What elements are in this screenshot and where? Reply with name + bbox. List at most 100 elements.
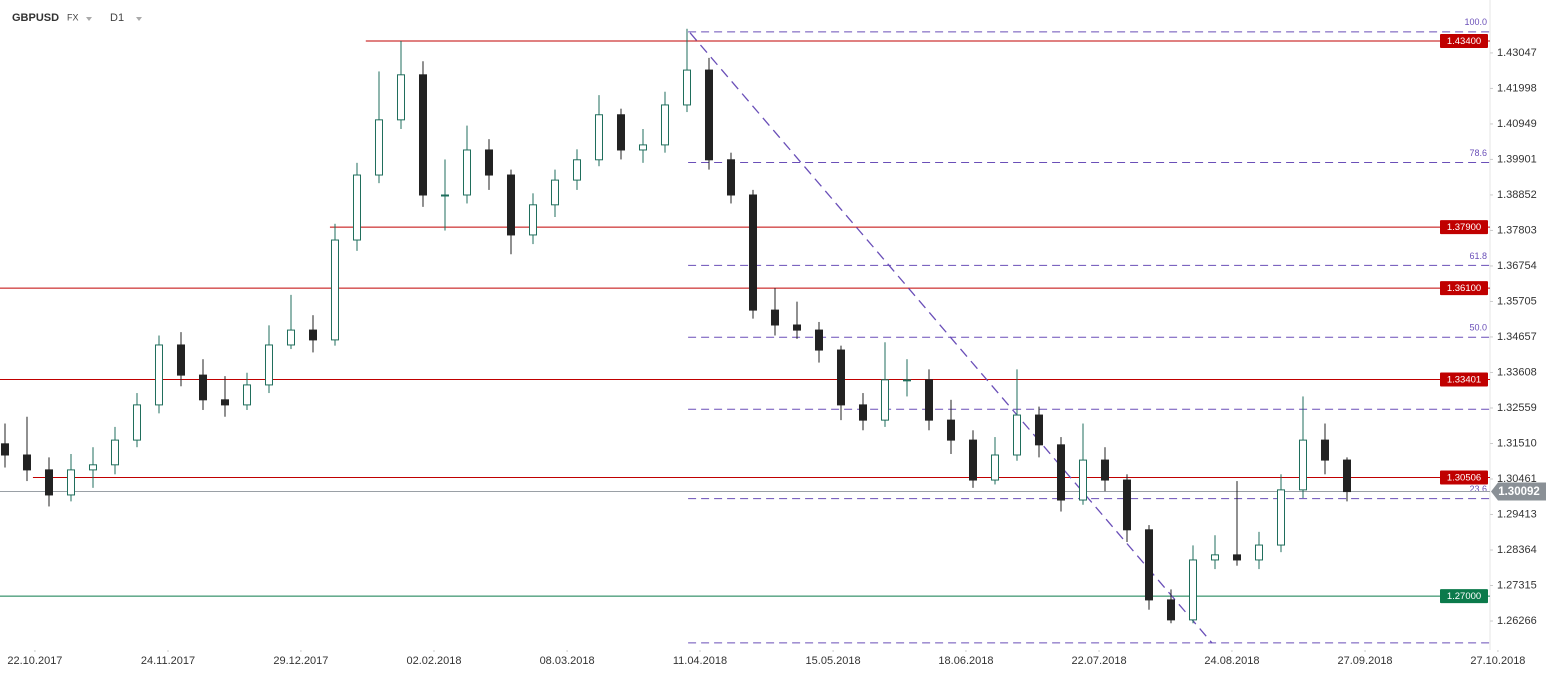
level-label: 1.43400 [1447, 36, 1481, 47]
x-tick-label: 08.03.2018 [540, 655, 595, 667]
candle-body [726, 159, 735, 196]
candle-body [44, 469, 53, 496]
dropdown-arrow[interactable] [136, 17, 142, 21]
candle-body [330, 239, 339, 341]
candle-body [506, 174, 515, 236]
candle-body [748, 194, 757, 311]
fib-label: 61.8 [1469, 251, 1487, 261]
x-tick-label: 27.09.2018 [1338, 655, 1393, 667]
level-label: 1.36100 [1447, 283, 1481, 294]
candle-body [374, 119, 383, 176]
x-tick-label: 02.02.2018 [406, 655, 461, 667]
candle-body [88, 464, 97, 471]
y-tick-label: 1.32559 [1497, 402, 1537, 414]
level-tag [1440, 281, 1488, 296]
current-price-tag [1491, 482, 1546, 501]
candle-body [220, 399, 229, 406]
candle-body [66, 469, 75, 496]
level-label: 1.37900 [1447, 222, 1481, 233]
candle-body [462, 149, 471, 196]
candle-body [1298, 439, 1307, 491]
dropdown-arrow[interactable] [86, 17, 92, 21]
candle-body [946, 419, 955, 441]
y-tick-label: 1.43047 [1497, 47, 1537, 59]
candle-body [968, 439, 977, 481]
candle-body [264, 344, 273, 386]
market[interactable]: FX [67, 12, 79, 22]
y-tick-label: 1.37803 [1497, 224, 1537, 236]
y-tick-label: 1.35705 [1497, 295, 1537, 307]
candle-body [1056, 444, 1065, 501]
candle-body [1254, 544, 1263, 561]
x-tick-label: 24.08.2018 [1204, 655, 1259, 667]
candle-body [396, 74, 405, 121]
timeframe[interactable]: D1 [110, 12, 124, 24]
level-tag [1440, 589, 1488, 604]
x-tick-label: 24.11.2017 [141, 655, 195, 667]
candle-body [1210, 554, 1219, 561]
candle-body [22, 454, 31, 471]
candle-body [308, 329, 317, 341]
y-tick-label: 1.30461 [1497, 473, 1537, 485]
candle-body [770, 309, 779, 326]
candle-body [704, 69, 713, 161]
current-price-label: 1.30092 [1498, 486, 1540, 498]
candle-body [836, 349, 845, 406]
y-tick-label: 1.28364 [1497, 544, 1537, 556]
y-tick-label: 1.36754 [1497, 260, 1537, 272]
x-tick-label: 29.12.2017 [273, 655, 328, 667]
candle-body [440, 194, 449, 197]
y-tick-label: 1.40949 [1497, 118, 1537, 130]
y-tick-label: 1.39901 [1497, 153, 1537, 165]
y-tick-label: 1.34657 [1497, 331, 1537, 343]
candle-body [1078, 459, 1087, 501]
fib-label: 50.0 [1469, 323, 1487, 333]
candle-body [572, 159, 581, 181]
y-tick-label: 1.38852 [1497, 189, 1537, 201]
candle-body [924, 379, 933, 421]
candle-body [814, 329, 823, 351]
symbol: GBPUSD [12, 12, 59, 24]
candle-body [1166, 599, 1175, 621]
y-tick-label: 1.29413 [1497, 508, 1537, 520]
candle-body [594, 114, 603, 161]
candle-body [176, 344, 185, 376]
x-tick-label: 11.04.2018 [673, 655, 727, 667]
candle-body [1012, 414, 1021, 456]
level-label: 1.30506 [1447, 472, 1481, 483]
candle-body [792, 324, 801, 331]
y-tick-label: 1.41998 [1497, 82, 1537, 94]
x-tick-label: 27.10.2018 [1470, 655, 1525, 667]
candle-body [242, 384, 251, 406]
level-label: 1.33401 [1447, 374, 1481, 385]
candle-body [198, 374, 207, 401]
candle-body [1100, 459, 1109, 481]
y-tick-label: 1.33608 [1497, 366, 1537, 378]
candle-body [0, 443, 9, 456]
candle-body [550, 179, 559, 206]
candle-body [1034, 414, 1043, 446]
candle-body [616, 114, 625, 151]
level-label: 1.27000 [1447, 591, 1481, 602]
candle-body [902, 379, 911, 382]
x-tick-label: 22.10.2017 [7, 655, 62, 667]
candle-body [154, 344, 163, 406]
candle-body [660, 104, 669, 146]
candle-body [132, 404, 141, 441]
candle-body [1320, 439, 1329, 461]
candle-body [990, 454, 999, 481]
candle-body [110, 439, 119, 466]
candle-body [682, 69, 691, 106]
x-tick-label: 15.05.2018 [806, 655, 861, 667]
candle-body [528, 204, 537, 236]
candle-body [1276, 489, 1285, 546]
fib-label: 78.6 [1469, 148, 1487, 158]
candle-body [858, 404, 867, 421]
candle-body [638, 144, 647, 151]
candle-body [1122, 479, 1131, 531]
y-tick-label: 1.26266 [1497, 615, 1537, 627]
x-tick-label: 18.06.2018 [938, 655, 993, 667]
candle-body [352, 174, 361, 241]
candle-body [1188, 559, 1197, 621]
